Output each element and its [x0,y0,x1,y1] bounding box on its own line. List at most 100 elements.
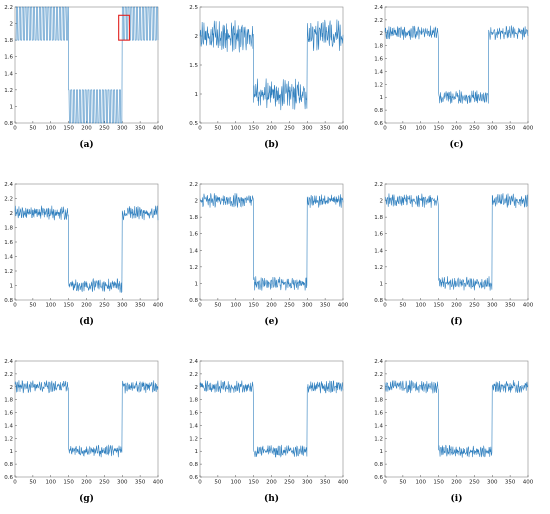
y-tick-label: 1.8 [374,215,383,221]
y-tick-label: 1 [380,95,384,101]
x-tick-label: 300 [302,480,313,486]
x-tick-label: 350 [320,126,331,132]
x-tick-label: 250 [99,480,110,486]
series-line [14,380,159,458]
y-tick-label: 2.2 [189,182,198,188]
x-tick-label: 50 [29,126,36,132]
panel-caption: (f) [450,316,462,327]
x-tick-label: 100 [46,303,57,309]
highlight-box [118,14,130,41]
x-tick-label: 100 [231,303,242,309]
y-tick-label: 0.8 [189,462,198,468]
panel-e: 0 50 100 150 200 250 300 350 400 0.8 1 1.2 1.4 1.6 1.8… [189,182,348,327]
y-tick-label: 1.8 [374,398,383,404]
y-tick-label: 1.6 [374,232,383,238]
y-tick-label: 1 [10,449,14,455]
panel-caption: (h) [264,493,279,504]
y-tick-label: 1 [195,449,199,455]
y-tick-label: 1.2 [4,436,13,442]
y-tick-label: 1.6 [4,411,13,417]
y-tick-label: 2.2 [189,372,198,378]
y-tick-label: 0.8 [374,108,383,114]
x-tick-label: 200 [266,126,277,132]
y-tick-label: 1 [195,281,199,287]
x-tick-label: 150 [63,126,74,132]
x-tick-label: 350 [135,303,146,309]
x-tick-label: 400 [153,126,164,132]
panel-caption: (a) [79,139,93,150]
x-tick-label: 400 [523,126,534,132]
x-tick-label: 250 [469,480,480,486]
x-tick-label: 150 [248,480,259,486]
y-tick-label: 1.6 [4,55,13,61]
x-tick-label: 50 [399,480,406,486]
panel-g: 0 50 100 150 200 250 300 350 400 0.6 0.8 1 1.2 1.4 1.6… [4,359,163,504]
y-tick-label: 2 [195,34,199,40]
y-tick-label: 1.2 [374,265,383,271]
y-tick-label: 1 [380,449,384,455]
x-tick-label: 300 [117,126,128,132]
y-tick-label: 0.8 [4,462,13,468]
y-tick-label: 1.8 [4,38,13,44]
x-tick-label: 200 [266,303,277,309]
x-tick-label: 50 [214,303,221,309]
x-tick-label: 350 [320,303,331,309]
panel-caption: (g) [79,493,94,504]
x-tick-label: 100 [416,480,427,486]
y-tick-label: 1.4 [374,423,383,429]
y-tick-label: 1.8 [4,398,13,404]
x-tick-label: 300 [302,303,313,309]
y-tick-label: 2.2 [374,372,383,378]
y-tick-label: 1.6 [189,232,198,238]
x-tick-label: 0 [383,126,387,132]
x-tick-label: 50 [29,480,36,486]
y-tick-label: 1.6 [4,240,13,246]
panel-caption: (e) [264,316,278,327]
y-tick-label: 0.6 [374,121,383,127]
y-tick-label: 2.4 [4,359,13,365]
x-tick-label: 100 [46,480,57,486]
x-tick-label: 250 [469,126,480,132]
x-tick-label: 150 [63,303,74,309]
x-tick-label: 100 [416,303,427,309]
panel-f: 0 50 100 150 200 250 300 350 400 0.8 1 1.2 1.4 1.6 1.8… [374,182,533,327]
panel-c: 0 50 100 150 200 250 300 350 400 0.6 0.8 1 1.2 1.4 1.6… [374,5,533,150]
y-tick-label: 1.4 [189,248,198,254]
series-line [15,6,159,124]
y-tick-label: 2.2 [4,372,13,378]
x-tick-label: 250 [469,303,480,309]
x-tick-label: 50 [399,303,406,309]
x-tick-label: 300 [117,303,128,309]
y-tick-label: 2.5 [189,5,198,11]
x-tick-label: 200 [81,480,92,486]
y-tick-label: 2.2 [4,5,13,11]
y-tick-label: 1.8 [189,398,198,404]
y-tick-label: 1.8 [4,226,13,232]
axes-frame [384,360,529,478]
y-tick-label: 1.5 [189,63,198,69]
y-tick-label: 1.4 [4,423,13,429]
y-tick-label: 0.8 [189,298,198,304]
y-tick-label: 1.4 [374,69,383,75]
x-tick-label: 100 [231,126,242,132]
x-tick-label: 0 [13,126,17,132]
x-tick-label: 250 [284,480,295,486]
y-tick-label: 0.8 [4,298,13,304]
y-tick-label: 2.2 [374,182,383,188]
y-tick-label: 1.4 [189,423,198,429]
series-line [384,193,529,291]
x-tick-label: 250 [284,303,295,309]
y-tick-label: 2 [195,199,199,205]
x-tick-label: 100 [46,126,57,132]
x-tick-label: 350 [505,126,516,132]
x-tick-label: 150 [433,303,444,309]
x-tick-label: 400 [153,480,164,486]
x-tick-label: 400 [338,480,349,486]
panel-caption: (i) [451,493,463,504]
y-tick-label: 0.6 [189,475,198,481]
x-tick-label: 0 [383,303,387,309]
x-tick-label: 50 [214,480,221,486]
x-tick-label: 300 [302,126,313,132]
y-tick-label: 2 [380,199,384,205]
